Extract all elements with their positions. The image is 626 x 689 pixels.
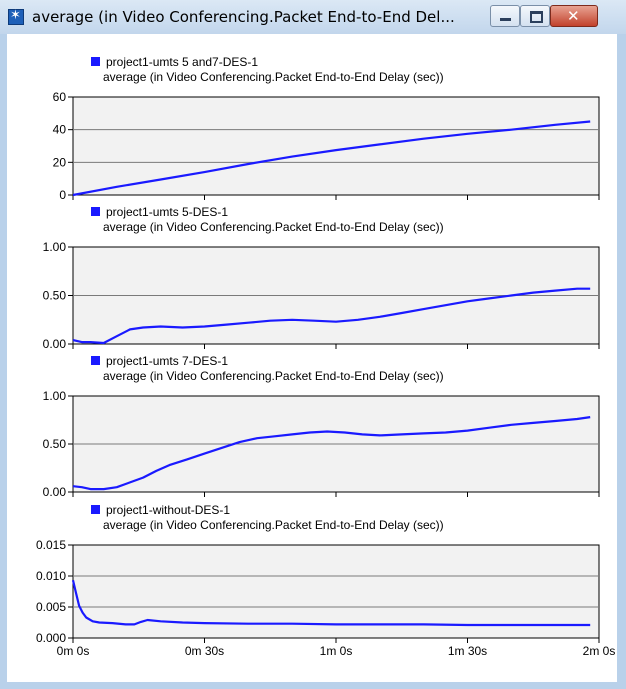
y-tick-label: 1.00 (43, 389, 67, 403)
chart-title: average (in Video Conferencing.Packet En… (103, 369, 444, 383)
window-title: average (in Video Conferencing.Packet En… (32, 8, 455, 26)
chart-title: average (in Video Conferencing.Packet En… (103, 220, 444, 234)
series-line (71, 580, 591, 627)
chart-title: average (in Video Conferencing.Packet En… (103, 70, 444, 84)
x-tick-label: 1m 0s (320, 644, 353, 658)
title-bar[interactable]: average (in Video Conferencing.Packet En… (0, 0, 626, 34)
series-line (72, 120, 591, 197)
legend-swatch (91, 57, 100, 66)
legend-label: project1-umts 5 and7-DES-1 (106, 55, 258, 69)
legend-swatch (91, 505, 100, 514)
legend-label: project1-umts 5-DES-1 (106, 205, 228, 219)
maximize-button[interactable] (520, 5, 550, 27)
minimize-button[interactable] (490, 5, 520, 27)
series-line (72, 416, 591, 491)
y-tick-label: 0.010 (36, 569, 66, 583)
y-tick-label: 1.00 (43, 240, 67, 254)
series-line (72, 287, 591, 345)
y-tick-label: 0 (59, 188, 66, 202)
legend-label: project1-umts 7-DES-1 (106, 354, 228, 368)
y-tick-label: 0.015 (36, 538, 66, 552)
chart-title: average (in Video Conferencing.Packet En… (103, 518, 444, 532)
legend-swatch (91, 356, 100, 365)
opnet-star-icon (8, 8, 24, 25)
y-tick-label: 60 (53, 90, 67, 104)
chart-area: project1-umts 5 and7-DES-1 average (in Vi… (7, 34, 617, 682)
x-tick-label: 0m 0s (57, 644, 90, 658)
y-tick-label: 40 (53, 123, 67, 137)
close-button[interactable] (550, 5, 598, 27)
x-tick-label: 2m 0s (583, 644, 616, 658)
y-tick-label: 0.50 (43, 437, 67, 451)
y-tick-label: 0.005 (36, 600, 66, 614)
y-tick-label: 0.00 (43, 337, 67, 351)
y-tick-label: 20 (53, 155, 67, 169)
legend-swatch (91, 207, 100, 216)
x-tick-label: 0m 30s (185, 644, 224, 658)
legend-label: project1-without-DES-1 (106, 503, 230, 517)
x-tick-label: 1m 30s (448, 644, 487, 658)
y-tick-label: 0.50 (43, 289, 67, 303)
y-tick-label: 0.00 (43, 485, 67, 499)
y-tick-label: 0.000 (36, 631, 66, 645)
plot-area (72, 544, 600, 639)
